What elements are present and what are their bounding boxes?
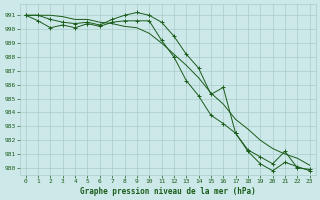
X-axis label: Graphe pression niveau de la mer (hPa): Graphe pression niveau de la mer (hPa) xyxy=(80,187,256,196)
